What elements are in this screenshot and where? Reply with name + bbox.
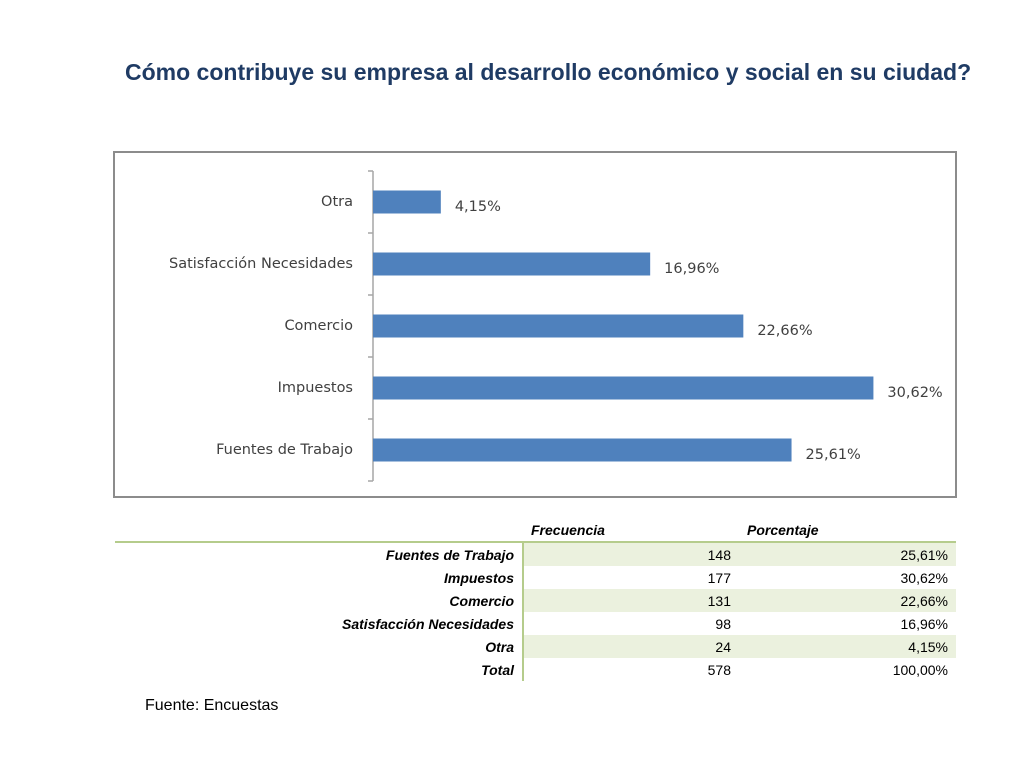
bar	[373, 376, 874, 400]
row-porcentaje: 4,15%	[739, 635, 956, 658]
row-frecuencia: 24	[523, 635, 739, 658]
data-label: 25,61%	[806, 447, 861, 463]
row-label: Total	[115, 658, 524, 681]
row-porcentaje: 25,61%	[739, 542, 956, 566]
table-row: Fuentes de Trabajo 148 25,61%	[115, 542, 956, 566]
data-label: 4,15%	[455, 199, 501, 215]
row-label: Satisfacción Necesidades	[115, 612, 524, 635]
bar	[373, 190, 441, 214]
row-porcentaje: 22,66%	[739, 589, 956, 612]
row-frecuencia: 131	[523, 589, 739, 612]
source-note: Fuente: Encuestas	[145, 697, 279, 714]
category-label: Otra	[321, 194, 353, 210]
bar	[373, 438, 792, 462]
table-row: Comercio 131 22,66%	[115, 589, 956, 612]
row-porcentaje: 16,96%	[900, 615, 948, 632]
table-header-blank	[115, 518, 523, 543]
bar-chart: Otra 4,15% Satisfacción Necesidades 16,96% C…	[169, 170, 943, 482]
table-row: Impuestos 177 30,62%	[115, 566, 956, 589]
frequency-table: Frecuencia Porcentaje Fuentes de Trabajo…	[115, 518, 956, 681]
table-row: Otra 24 4,15%	[115, 635, 956, 658]
bar	[373, 314, 744, 338]
row-label: Impuestos	[115, 566, 524, 589]
bar	[373, 252, 651, 276]
row-label: Otra	[115, 635, 524, 658]
table-header-frecuencia: Frecuencia	[523, 518, 739, 543]
row-porcentaje: 30,62%	[900, 569, 948, 586]
row-porcentaje: 100,00%	[892, 661, 948, 678]
row-frecuencia: 578	[707, 661, 731, 678]
row-label: Fuentes de Trabajo	[115, 542, 524, 566]
category-label: Comercio	[284, 318, 353, 334]
data-label: 16,96%	[664, 261, 719, 277]
table-row-total: Total 578 100,00%	[115, 658, 956, 681]
row-frecuencia: 98	[715, 615, 731, 632]
table-row: Satisfacción Necesidades 98 16,96%	[115, 612, 956, 635]
data-label: 30,62%	[887, 385, 942, 401]
slide-title: Cómo contribuye su empresa al desarrollo…	[125, 59, 972, 85]
row-frecuencia: 148	[523, 542, 739, 566]
chart-frame: Otra 4,15% Satisfacción Necesidades 16,96% C…	[113, 151, 957, 498]
row-label: Comercio	[115, 589, 524, 612]
category-label: Satisfacción Necesidades	[169, 256, 353, 272]
category-label: Fuentes de Trabajo	[216, 442, 353, 458]
row-frecuencia: 177	[707, 569, 731, 586]
data-label: 22,66%	[757, 323, 812, 339]
table-header-row: Frecuencia Porcentaje	[115, 518, 956, 543]
category-label: Impuestos	[278, 380, 353, 396]
table-header-porcentaje: Porcentaje	[739, 518, 956, 543]
